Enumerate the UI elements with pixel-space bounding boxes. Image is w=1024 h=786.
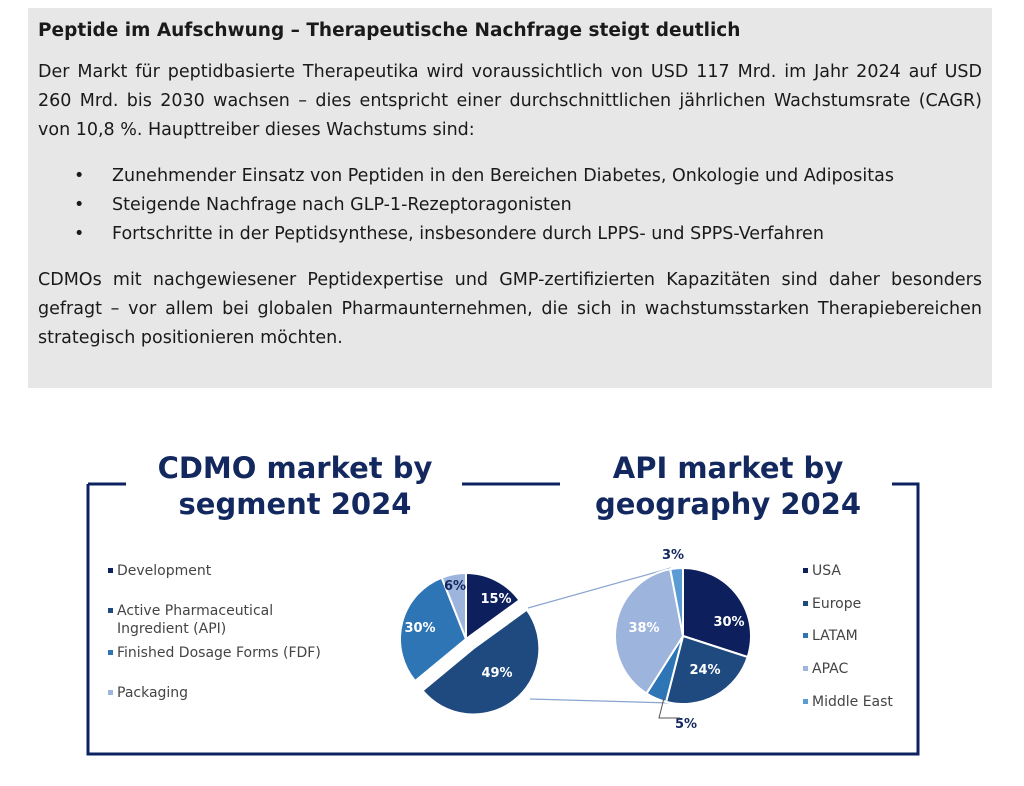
list-item-text: Steigende Nachfrage nach GLP-1-Rezeptora… bbox=[112, 195, 572, 215]
pie-slice bbox=[682, 566, 752, 659]
chart-area: CDMO market by segment 2024 API market b… bbox=[0, 440, 1024, 782]
legend-swatch bbox=[803, 633, 808, 638]
data-label: 30% bbox=[404, 621, 435, 636]
driver-list: • Zunehmender Einsatz von Peptiden in den… bbox=[38, 162, 982, 249]
legend-label: USA bbox=[812, 563, 841, 579]
legend-label: Middle East bbox=[812, 694, 893, 710]
chart2-legend: USA Europe LATAM APAC Middle East bbox=[803, 563, 893, 710]
legend-swatch bbox=[108, 650, 113, 655]
legend-label: Europe bbox=[812, 596, 861, 612]
frame-border bbox=[86, 482, 920, 756]
legend-label: Finished Dosage Forms (FDF) bbox=[117, 645, 321, 661]
list-item-text: Fortschritte in der Peptidsynthese, insb… bbox=[112, 224, 824, 244]
data-label: 24% bbox=[689, 663, 720, 678]
pie-slice bbox=[614, 568, 685, 695]
legend-label: Packaging bbox=[117, 685, 188, 701]
bullet-icon: • bbox=[74, 166, 85, 186]
pie-slice bbox=[465, 571, 521, 641]
legend-swatch bbox=[108, 690, 113, 695]
pie-slice bbox=[669, 566, 684, 637]
pie-slice bbox=[664, 634, 749, 705]
list-item: • Zunehmender Einsatz von Peptiden in den… bbox=[38, 162, 982, 191]
list-item: • Steigende Nachfrage nach GLP-1-Rezeptor… bbox=[38, 191, 982, 220]
chart-frame bbox=[86, 482, 920, 756]
data-label: 38% bbox=[628, 621, 659, 636]
market-charts: CDMO market by segment 2024 API market b… bbox=[86, 451, 920, 756]
data-label: 3% bbox=[662, 548, 684, 563]
chart2-title-line1: API market by bbox=[613, 451, 844, 485]
pie-slice bbox=[421, 608, 541, 716]
list-item: • Fortschritte in der Peptidsynthese, ins… bbox=[38, 220, 982, 249]
legend-swatch bbox=[803, 666, 808, 671]
chart2-pie: 30% 24% 5% 38% 3% bbox=[614, 548, 752, 732]
chart1-title-line1: CDMO market by bbox=[158, 451, 433, 485]
bullet-icon: • bbox=[74, 195, 85, 215]
legend-swatch bbox=[108, 608, 113, 613]
data-label: 6% bbox=[444, 579, 466, 594]
chart1-pie: 15% 49% 30% 6% bbox=[399, 571, 541, 716]
chart1-legend: Development Active Pharmaceutical Ingredie… bbox=[108, 563, 321, 701]
legend-label: Active Pharmaceutical bbox=[117, 603, 273, 619]
chart1-title-line2: segment 2024 bbox=[179, 487, 412, 521]
article-outro: CDMOs mit nachgewiesener Peptidexpertise… bbox=[38, 270, 982, 348]
article-box: Peptide im Aufschwung – Therapeutische N… bbox=[28, 8, 992, 388]
callout-lines bbox=[527, 567, 672, 704]
data-label: 5% bbox=[675, 717, 697, 732]
data-label: 49% bbox=[481, 666, 512, 681]
legend-swatch bbox=[803, 601, 808, 606]
pie-slice bbox=[399, 576, 468, 683]
legend-swatch bbox=[108, 568, 113, 573]
label-leader-line bbox=[658, 697, 680, 719]
pie-slice bbox=[440, 571, 467, 640]
legend-swatch bbox=[803, 568, 808, 573]
callout-line bbox=[527, 567, 672, 609]
legend-label: Ingredient (API) bbox=[117, 621, 226, 637]
data-label: 15% bbox=[480, 592, 511, 607]
article-headline: Peptide im Aufschwung – Therapeutische N… bbox=[38, 20, 741, 41]
callout-line bbox=[529, 698, 671, 704]
bullet-icon: • bbox=[74, 224, 85, 244]
legend-label: APAC bbox=[812, 661, 848, 677]
article-intro: Der Markt für peptidbasierte Therapeutik… bbox=[38, 62, 982, 140]
legend-label: Development bbox=[117, 563, 212, 579]
list-item-text: Zunehmender Einsatz von Peptiden in den … bbox=[112, 166, 894, 186]
legend-swatch bbox=[803, 699, 808, 704]
legend-label: LATAM bbox=[812, 628, 858, 644]
chart2-title-line2: geography 2024 bbox=[595, 487, 861, 521]
data-label: 30% bbox=[713, 615, 744, 630]
